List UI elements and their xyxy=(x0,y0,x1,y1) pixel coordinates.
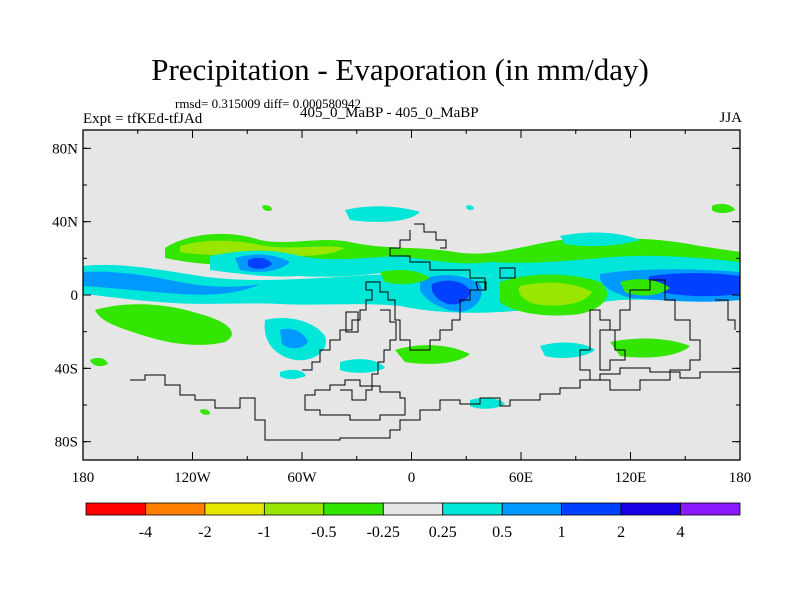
colorbar-label: -0.25 xyxy=(367,524,400,541)
contour-pacific-green xyxy=(620,279,670,296)
colorbar-swatch xyxy=(442,502,503,516)
colorbar-swatch xyxy=(680,502,741,516)
y-tick-label: 40S xyxy=(55,361,78,377)
coastline-greenland xyxy=(414,223,447,249)
x-tick-label: 120E xyxy=(615,470,647,486)
colorbar-swatch xyxy=(382,502,444,516)
season-label: JJA xyxy=(719,110,742,126)
contour-green-far-north xyxy=(712,203,735,213)
contour-south-pacific-blue xyxy=(280,328,308,349)
contour-south-small-cyan xyxy=(280,369,306,379)
x-tick-label: 60E xyxy=(509,470,533,486)
colorbar: -4 -2 -1 -0.5 -0.25 0.25 0.5 1 2 4 xyxy=(85,502,741,541)
coastline-antarctica-2 xyxy=(304,379,406,421)
coastline-island xyxy=(345,311,359,333)
contour-small-green-south xyxy=(200,409,210,415)
colorbar-swatch xyxy=(263,502,325,516)
coastline-africa xyxy=(499,267,516,279)
colorbar-label: -0.5 xyxy=(311,524,336,541)
x-tick-label: 0 xyxy=(408,470,416,486)
contour-band-north-lime xyxy=(180,240,345,256)
contour-indian-ocean-lime xyxy=(518,282,592,306)
colorbar-swatch xyxy=(561,502,622,516)
y-tick-label: 80N xyxy=(52,141,78,157)
contour-africa-darkblue xyxy=(431,280,470,305)
colorbar-swatch xyxy=(501,502,563,516)
coastlines xyxy=(130,223,740,441)
colorbar-label: 2 xyxy=(617,524,625,541)
coastline-australia xyxy=(599,329,626,371)
colorbar-label: -2 xyxy=(198,524,211,541)
experiment-label: Expt = tfKEd-tfJAd xyxy=(83,111,203,127)
contour-cyan-asia xyxy=(560,232,640,247)
contour-dot-north-2 xyxy=(466,205,474,210)
x-tick-label: 120W xyxy=(174,470,212,486)
colorbar-label: 0.5 xyxy=(492,524,512,541)
y-tick-label: 40N xyxy=(52,215,78,231)
colorbar-label: 1 xyxy=(558,524,566,541)
y-axis: 80N 40N 0 40S 80S xyxy=(52,141,740,451)
contour-pacific-darkblue xyxy=(648,273,740,297)
coastline-americas xyxy=(302,230,486,371)
contour-south-indian-cyan xyxy=(540,342,595,358)
contour-cyan-midlat xyxy=(345,206,420,222)
contour-cyan-north xyxy=(210,250,740,279)
coastline-east xyxy=(715,299,736,330)
colorbar-swatch xyxy=(323,502,384,516)
colorbar-label: 0.25 xyxy=(429,524,457,541)
stats-label: rmsd= 0.315009 diff= 0.000580942 xyxy=(175,96,361,111)
coastline-antarctica xyxy=(130,367,740,441)
coastline-japan xyxy=(475,281,487,291)
contour-dot-north xyxy=(262,205,272,211)
plot-title: Precipitation - Evaporation (in mm/day) xyxy=(151,52,649,87)
colorbar-swatch xyxy=(204,502,265,516)
x-tick-label: 180 xyxy=(729,470,752,486)
contour-south-cyan-small xyxy=(340,359,385,373)
contour-equatorial-blue xyxy=(83,271,260,295)
coastline-south-america xyxy=(340,309,397,401)
contour-south-indian-green xyxy=(610,338,690,358)
contour-fills xyxy=(83,203,740,415)
x-tick-label: 60W xyxy=(287,470,317,486)
colorbar-swatch xyxy=(85,502,146,516)
y-tick-label: 80S xyxy=(55,435,78,451)
contour-south-pacific-green xyxy=(95,304,232,345)
colorbar-swatch xyxy=(145,502,206,516)
x-tick-label: 180 xyxy=(72,470,95,486)
contour-atlantic-green xyxy=(380,270,430,285)
colorbar-label: -1 xyxy=(258,524,271,541)
colorbar-label: -4 xyxy=(139,524,152,541)
x-axis: 180 120W 60W 0 60E 120E 180 xyxy=(72,130,752,486)
colorbar-label: 4 xyxy=(677,524,685,541)
contour-south-cyan-east xyxy=(470,397,505,409)
y-tick-label: 0 xyxy=(71,288,79,304)
period-label: 405_0_MaBP - 405_0_MaBP xyxy=(300,105,479,121)
contour-south-small-green xyxy=(90,357,108,367)
colorbar-swatch xyxy=(620,502,681,516)
contour-darkblue-north xyxy=(248,257,272,269)
